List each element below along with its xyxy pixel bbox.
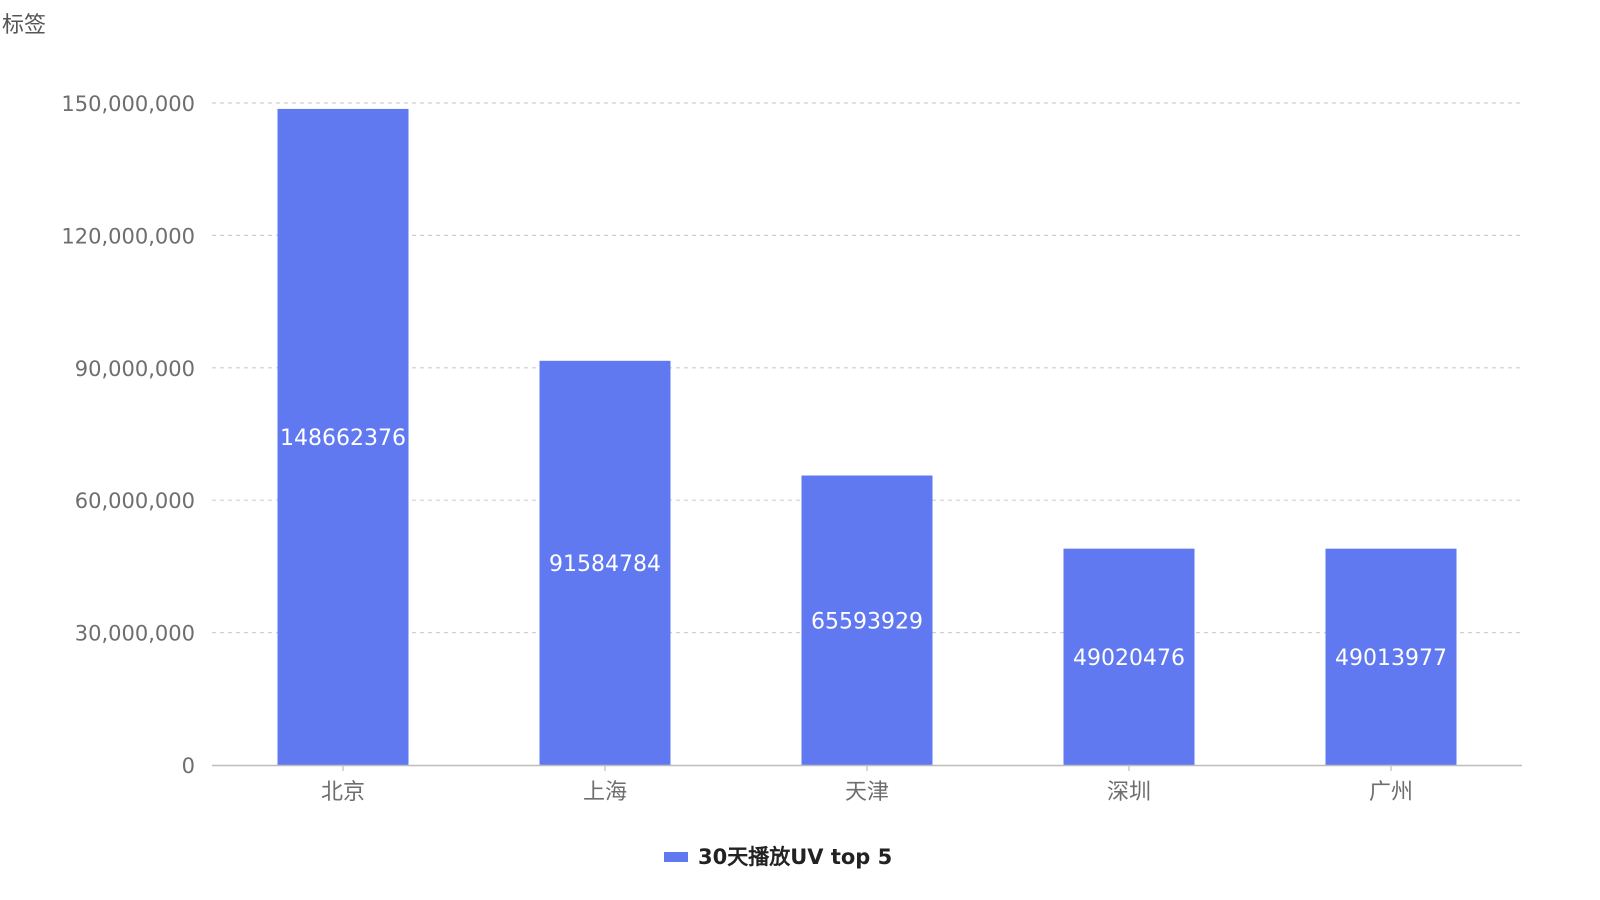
x-tick-label: 广州 [1369, 780, 1413, 805]
bar-value-label: 49020476 [1073, 646, 1185, 671]
y-tick-label: 90,000,000 [75, 357, 195, 381]
bar-value-label: 65593929 [811, 609, 923, 634]
x-tick-label: 上海 [583, 780, 627, 805]
y-tick-label: 0 [182, 754, 195, 778]
bar[interactable] [277, 108, 409, 765]
y-tick-label: 60,000,000 [75, 489, 195, 513]
bar[interactable] [801, 475, 933, 765]
bars: 148662376 91584784 65593929 49020476 4901397… [277, 108, 1457, 765]
bar-value-label: 91584784 [549, 552, 661, 577]
y-axis-ticks: 0 30,000,000 60,000,000 90,000,000 120,000,0… [61, 92, 195, 778]
y-tick-label: 120,000,000 [61, 224, 195, 248]
y-tick-label: 30,000,000 [75, 622, 195, 646]
y-axis-label: 标签 [2, 13, 46, 38]
y-tick-label: 150,000,000 [61, 92, 195, 116]
x-axis: 北京 上海 天津 深圳 广州 [212, 764, 1522, 805]
gridlines [212, 102, 1522, 634]
x-tick-label: 深圳 [1107, 780, 1151, 805]
x-tick-label: 天津 [845, 780, 889, 805]
bar-value-label: 49013977 [1335, 646, 1447, 671]
legend-swatch [664, 852, 688, 862]
bar-value-label: 148662376 [280, 426, 406, 451]
bar[interactable] [1325, 548, 1457, 765]
bar[interactable] [1063, 548, 1195, 765]
bar[interactable] [539, 360, 671, 765]
legend-label: 30天播放UV top 5 [698, 845, 892, 869]
legend[interactable]: 30天播放UV top 5 [664, 845, 892, 869]
x-tick-label: 北京 [321, 780, 365, 805]
